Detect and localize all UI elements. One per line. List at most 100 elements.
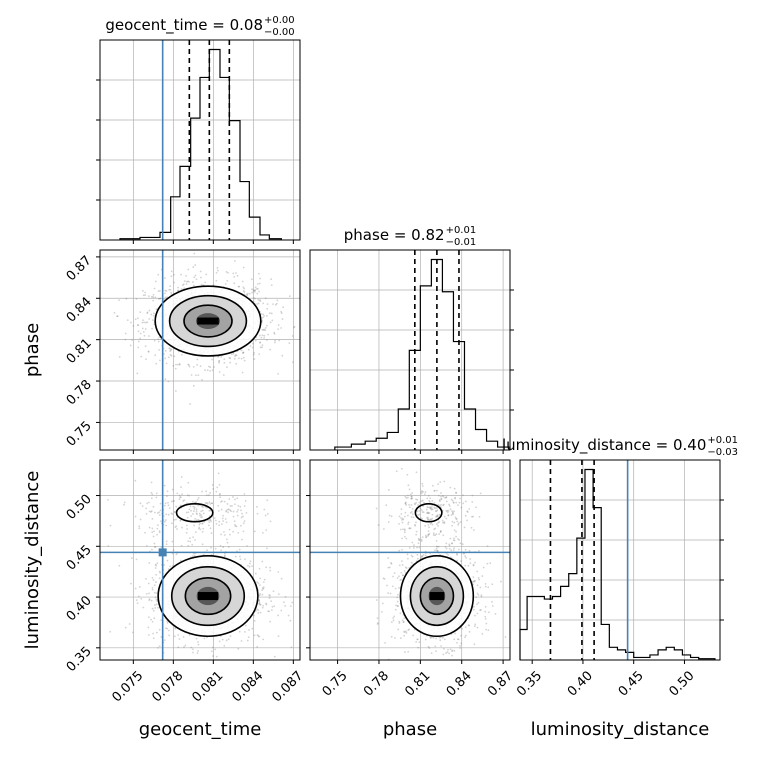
sample-point (170, 270, 173, 273)
sample-point (485, 622, 488, 625)
sample-point (402, 518, 405, 521)
panel-border (99, 39, 301, 241)
sample-point (480, 594, 483, 597)
sample-point (428, 532, 431, 535)
sample-point (266, 339, 268, 341)
sample-point (209, 509, 212, 512)
sample-point (418, 641, 421, 644)
sample-point (167, 356, 170, 359)
sample-point (451, 510, 453, 513)
sample-point (401, 517, 404, 520)
sample-point (375, 507, 378, 510)
sample-point (180, 559, 182, 562)
sample-point (433, 502, 436, 504)
sample-point (208, 494, 210, 497)
sample-point (262, 586, 265, 589)
sample-point (443, 515, 446, 518)
sample-point (249, 345, 252, 347)
sample-point (218, 483, 221, 486)
sample-point (451, 520, 454, 523)
sample-point (431, 484, 434, 487)
title-minus-error: −0.00 (264, 27, 295, 38)
sample-point (474, 579, 477, 582)
sample-point (403, 528, 406, 531)
sample-point (394, 637, 396, 639)
sample-point (430, 636, 433, 639)
sample-point (500, 580, 502, 583)
sample-point (156, 527, 159, 530)
sample-point (453, 649, 456, 652)
sample-point (214, 547, 217, 550)
sample-point (148, 599, 151, 602)
sample-point (165, 627, 167, 630)
sample-point (201, 509, 204, 512)
sample-point (455, 501, 458, 504)
sample-point (170, 275, 173, 278)
sample-point (153, 584, 156, 587)
sample-point (436, 509, 439, 512)
sample-point (456, 559, 459, 562)
panel-border (309, 459, 511, 661)
sample-point (276, 299, 279, 302)
sample-point (408, 506, 411, 509)
sample-point (193, 506, 196, 509)
sample-point (160, 636, 163, 638)
sample-point (158, 645, 161, 647)
sample-point (134, 479, 137, 482)
sample-point (148, 501, 150, 504)
sample-point (244, 631, 246, 633)
sample-point (453, 539, 456, 542)
sample-point (150, 618, 152, 621)
sample-point (170, 293, 173, 295)
sample-point (464, 555, 467, 558)
sample-point (139, 337, 142, 340)
sample-point (424, 491, 427, 493)
sample-point (232, 352, 235, 355)
sample-point (392, 619, 395, 622)
sample-point (167, 513, 170, 516)
sample-point (195, 519, 198, 522)
sample-point (242, 286, 245, 289)
sample-point (145, 507, 148, 510)
sample-point (436, 514, 439, 516)
sample-point (432, 534, 435, 536)
sample-point (159, 502, 162, 505)
sample-point (440, 665, 442, 667)
sample-point (464, 626, 467, 629)
sample-point (179, 519, 182, 522)
sample-point (465, 556, 468, 559)
sample-point (221, 517, 224, 520)
sample-point (241, 371, 244, 374)
sample-point (163, 564, 166, 566)
sample-point (150, 313, 153, 316)
sample-point (150, 599, 153, 602)
sample-point (407, 650, 410, 653)
sample-point (223, 555, 226, 558)
sample-point (199, 365, 202, 368)
sample-point (408, 527, 411, 530)
sample-point (265, 314, 268, 317)
sample-point (183, 280, 186, 283)
sample-point (428, 647, 431, 649)
sample-point (392, 575, 394, 578)
x-tick-label: 0.50 (666, 668, 697, 699)
sample-point (251, 346, 254, 349)
sample-point (196, 513, 198, 516)
sample-point (401, 619, 404, 622)
sample-point (449, 486, 452, 489)
sample-point (262, 581, 265, 583)
sample-point (484, 617, 487, 620)
sample-point (220, 500, 222, 503)
sample-point (220, 533, 222, 536)
sample-point (183, 499, 186, 502)
sample-point (234, 503, 236, 506)
sample-point (173, 273, 175, 276)
sample-point (261, 328, 264, 331)
sample-point (288, 295, 291, 298)
sample-point (418, 539, 421, 541)
sample-point (435, 489, 438, 492)
sample-point (434, 510, 437, 512)
sample-point (416, 510, 419, 513)
sample-point (254, 339, 257, 342)
sample-point (432, 636, 435, 639)
